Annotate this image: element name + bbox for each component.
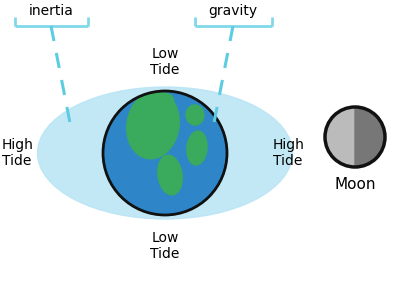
Ellipse shape <box>146 93 174 113</box>
Circle shape <box>325 107 385 167</box>
Text: Tidal bulge
due to
inertia: Tidal bulge due to inertia <box>12 0 89 18</box>
Circle shape <box>103 91 227 215</box>
Text: Moon: Moon <box>334 177 376 192</box>
Ellipse shape <box>127 91 179 159</box>
Ellipse shape <box>187 131 207 165</box>
Ellipse shape <box>158 155 182 195</box>
Text: Tidal bulge
due to
gravity: Tidal bulge due to gravity <box>195 0 271 18</box>
Text: High
Tide: High Tide <box>273 138 305 168</box>
Text: Low
Tide: Low Tide <box>150 47 180 77</box>
Ellipse shape <box>186 105 204 125</box>
Text: High
Tide: High Tide <box>2 138 34 168</box>
Ellipse shape <box>37 87 293 219</box>
Text: Low
Tide: Low Tide <box>150 231 180 261</box>
Wedge shape <box>355 107 385 167</box>
